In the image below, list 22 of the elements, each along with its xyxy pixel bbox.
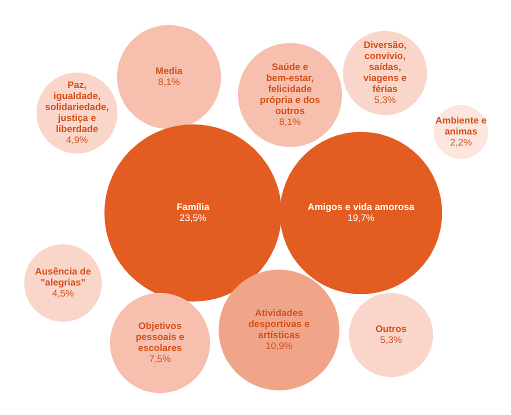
- category-label: Saúde e bem-estar, felicidade própria e dos outros: [260, 62, 320, 117]
- data-label: 4,5%: [52, 288, 74, 300]
- category-label: Outros: [375, 324, 407, 335]
- data-label: 7,5%: [149, 354, 172, 365]
- data-label: 8,1%: [158, 77, 180, 88]
- category-label: Paz, igualdade, solidariedade, justiça e liberdade: [45, 80, 109, 135]
- category-label: Amigos e vida amorosa: [308, 202, 416, 213]
- data-label: 10,9%: [266, 341, 294, 352]
- data-label: 23,5%: [180, 213, 208, 224]
- data-label: 4,9%: [66, 135, 88, 146]
- category-label: Media: [156, 66, 184, 77]
- category-label: Diversão, convívio, saídas, viagens e férias: [363, 40, 407, 95]
- category-label: Ambiente e animas: [435, 116, 487, 138]
- category-label: Objetivos pessoais e escolares: [136, 321, 184, 354]
- category-label: Família: [176, 202, 210, 213]
- category-label: Ausência de "alegrias": [35, 266, 91, 288]
- data-label: 5,3%: [374, 95, 396, 106]
- data-label: 19,7%: [348, 213, 376, 224]
- category-label: Atividades desportivas e artísticas: [248, 308, 310, 341]
- data-label: 8,1%: [279, 117, 302, 128]
- data-label: 5,3%: [380, 335, 402, 346]
- data-label: 2,2%: [450, 138, 472, 148]
